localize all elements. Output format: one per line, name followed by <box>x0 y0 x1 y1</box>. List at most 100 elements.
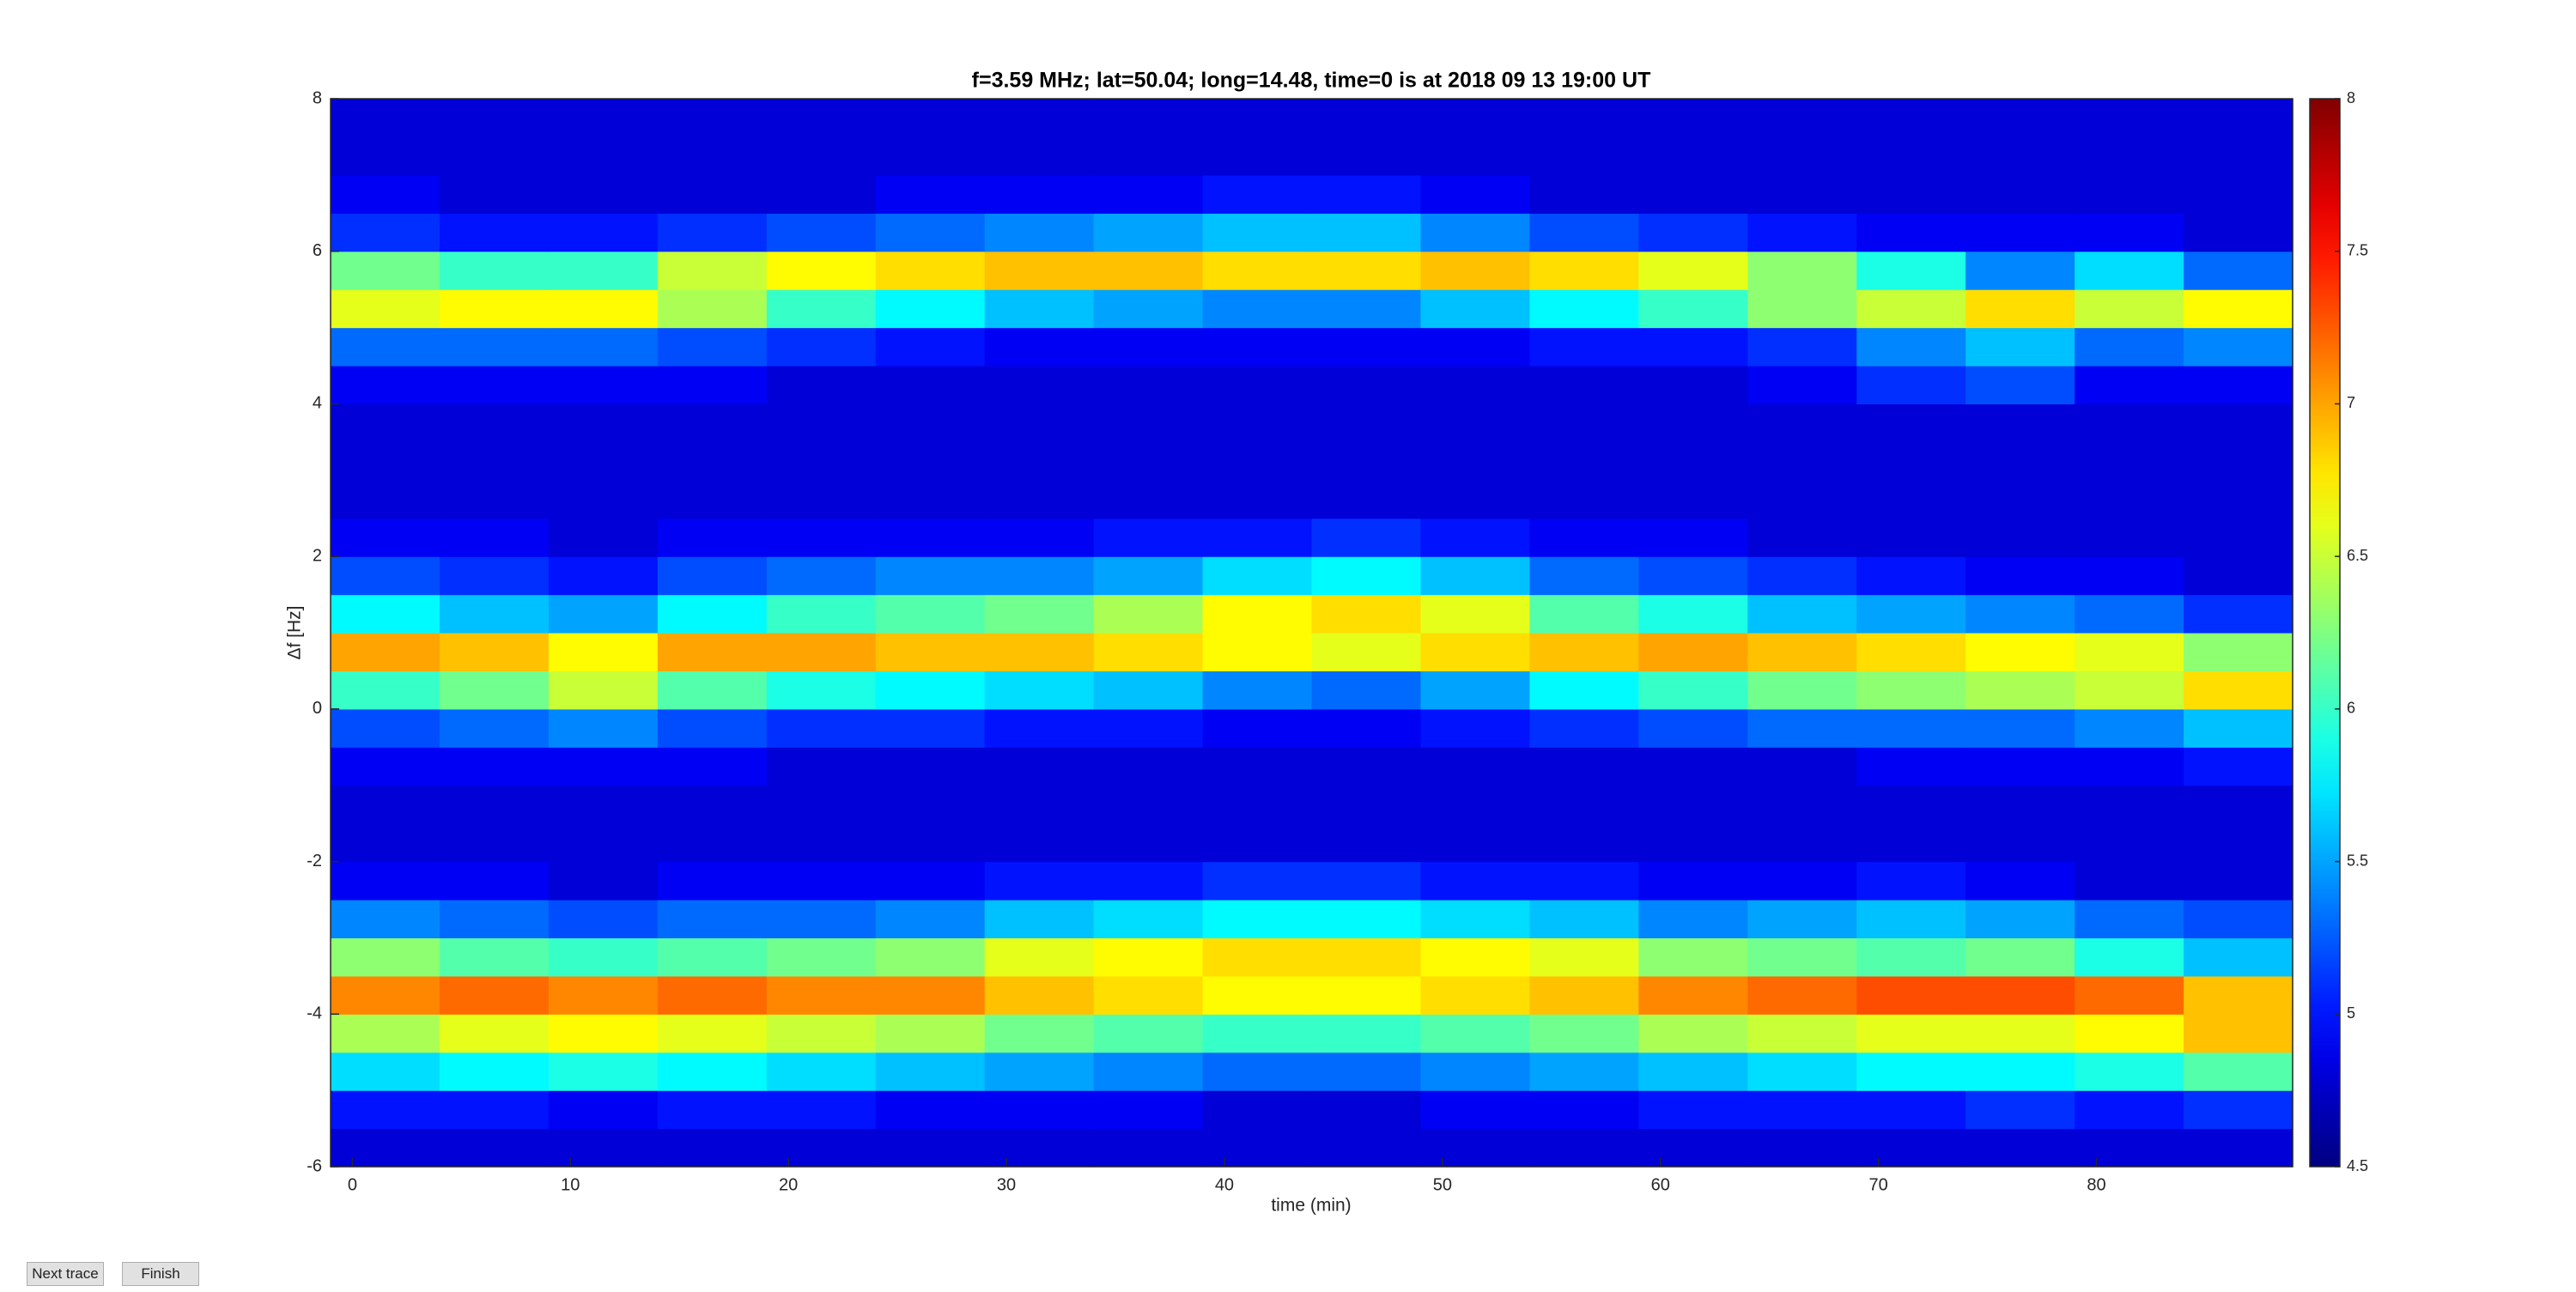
finish-button[interactable]: Finish <box>122 1262 199 1286</box>
heatmap-cell <box>766 289 877 329</box>
heatmap-cell <box>1311 937 1422 977</box>
heatmap-cell <box>2184 747 2293 786</box>
heatmap-cell <box>439 441 550 481</box>
heatmap-cell <box>984 327 1095 367</box>
heatmap-cell <box>1856 366 1966 405</box>
heatmap-cell <box>1856 327 1966 367</box>
heatmap-cell <box>2184 518 2293 557</box>
heatmap-cell <box>1856 900 1966 939</box>
heatmap-cell <box>1311 1014 1422 1053</box>
heatmap-cell <box>1093 136 1204 176</box>
heatmap-cell <box>1529 136 1639 176</box>
heatmap-cell <box>1965 213 2075 252</box>
y-tick-label: 2 <box>313 546 322 565</box>
heatmap-cell <box>1311 823 1422 863</box>
colorbar <box>2309 98 2341 1168</box>
heatmap-cell <box>548 213 659 252</box>
heatmap-cell <box>2184 366 2293 405</box>
heatmap-cell <box>1965 785 2075 824</box>
heatmap-cell <box>1965 670 2075 710</box>
heatmap-cell <box>2184 937 2293 977</box>
heatmap-cell <box>984 785 1095 824</box>
heatmap-cell <box>1747 213 1857 252</box>
y-tick-label: -4 <box>307 1004 322 1023</box>
heatmap-cell <box>766 1014 877 1053</box>
heatmap-cell <box>1093 480 1204 519</box>
heatmap-cell <box>875 136 986 176</box>
heatmap-cell <box>984 174 1095 214</box>
figure: f=3.59 MHz; lat=50.04; long=14.48, time=… <box>285 69 2368 1216</box>
heatmap-cell <box>439 366 550 405</box>
heatmap-cell <box>1856 441 1966 481</box>
heatmap-cell <box>657 861 768 901</box>
heatmap-cell <box>331 213 440 252</box>
heatmap-cell <box>1856 594 1966 634</box>
heatmap-cell <box>1638 441 1748 481</box>
heatmap-cell <box>766 251 877 290</box>
heatmap-cell <box>984 213 1095 252</box>
heatmap-cell <box>1747 823 1857 863</box>
heatmap-cell <box>766 861 877 901</box>
heatmap-cell <box>1638 1014 1748 1053</box>
heatmap-cell <box>1311 99 1422 138</box>
heatmap-cell <box>1202 327 1313 367</box>
next-trace-button[interactable]: Next trace <box>27 1262 104 1286</box>
heatmap-cell <box>331 785 440 824</box>
heatmap-cell <box>657 289 768 329</box>
heatmap-cell <box>766 937 877 977</box>
heatmap-cell <box>1638 1128 1748 1168</box>
heatmap-cell <box>2184 1014 2293 1053</box>
heatmap-cell <box>875 174 986 214</box>
heatmap-cell <box>331 670 440 710</box>
heatmap-cell <box>439 327 550 367</box>
heatmap-cell <box>1093 174 1204 214</box>
colorbar-tick-label: 8 <box>2347 89 2355 106</box>
heatmap-cell <box>1202 136 1313 176</box>
y-tick-label: 8 <box>313 88 322 107</box>
heatmap-cell <box>2184 594 2293 634</box>
heatmap-cell <box>1529 861 1639 901</box>
heatmap-cell <box>1202 937 1313 977</box>
x-axis-label: time (min) <box>1271 1196 1351 1216</box>
heatmap-cell <box>439 99 550 138</box>
heatmap-cell <box>1202 785 1313 824</box>
heatmap-cell <box>1311 518 1422 557</box>
heatmap-cell <box>1093 708 1204 748</box>
x-tick-label: 80 <box>2087 1175 2105 1194</box>
heatmap-cell <box>1420 747 1530 786</box>
heatmap-cell <box>2075 289 2184 329</box>
heatmap-cell <box>1311 327 1422 367</box>
heatmap-cell <box>984 99 1095 138</box>
heatmap-cell <box>548 518 659 557</box>
heatmap-cell <box>1093 441 1204 481</box>
heatmap-cell <box>766 136 877 176</box>
heatmap-cell <box>1420 785 1530 824</box>
heatmap-cell <box>1529 747 1639 786</box>
heatmap-cell <box>1093 823 1204 863</box>
heatmap-cell <box>2184 403 2293 443</box>
heatmap-cell <box>1965 1052 2075 1091</box>
heatmap-cell <box>331 1014 440 1053</box>
heatmap-cell <box>548 1090 659 1130</box>
heatmap-cell <box>2184 289 2293 329</box>
heatmap-cell <box>1529 708 1639 748</box>
heatmap-cell <box>1420 1052 1530 1091</box>
heatmap-cell <box>657 594 768 634</box>
heatmap-cell <box>1529 251 1639 290</box>
heatmap-cell <box>1965 823 2075 863</box>
heatmap-cell <box>1311 1090 1422 1130</box>
heatmap-cell <box>1529 327 1639 367</box>
heatmap-cell <box>1856 1014 1966 1053</box>
heatmap-cell <box>1093 518 1204 557</box>
heatmap-cell <box>331 633 440 672</box>
heatmap-cell <box>331 480 440 519</box>
heatmap-cell <box>2075 556 2184 596</box>
heatmap-cell <box>984 1090 1095 1130</box>
heatmap-cell <box>1202 480 1313 519</box>
heatmap-cell <box>984 670 1095 710</box>
heatmap-cell <box>1420 403 1530 443</box>
heatmap-cell <box>1420 861 1530 901</box>
heatmap-cell <box>1856 937 1966 977</box>
heatmap-cell <box>657 823 768 863</box>
